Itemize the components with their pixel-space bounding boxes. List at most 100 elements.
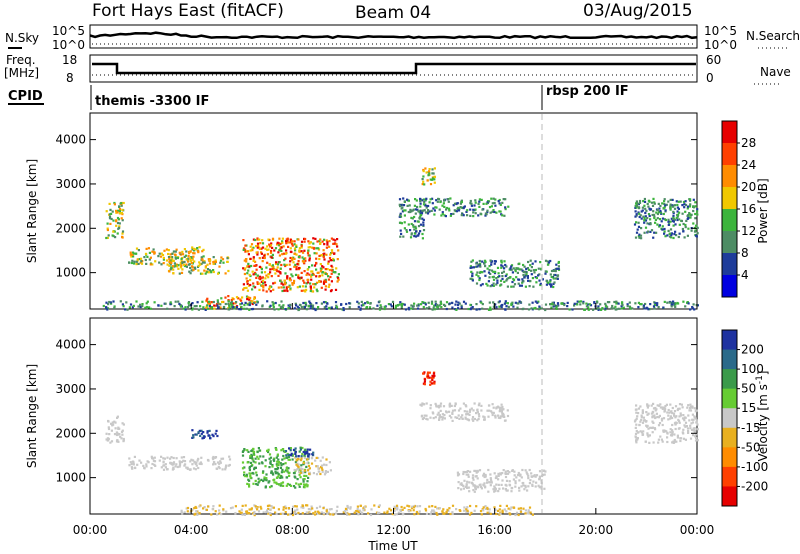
velocity-y-label: Slant Range [km] bbox=[25, 364, 39, 468]
scatter-cell bbox=[327, 511, 330, 514]
scatter-cell bbox=[274, 511, 277, 514]
scatter-cell bbox=[437, 305, 440, 308]
scatter-cell bbox=[504, 487, 507, 491]
scatter-cell bbox=[241, 296, 244, 299]
scatter-cell bbox=[680, 403, 683, 406]
scatter-cell bbox=[488, 268, 491, 272]
scatter-cell bbox=[427, 374, 430, 377]
scatter-cell bbox=[326, 268, 329, 271]
scatter-cell bbox=[222, 300, 225, 304]
scatter-cell bbox=[431, 202, 434, 205]
scatter-cell bbox=[320, 467, 323, 470]
scatter-cell bbox=[336, 280, 339, 283]
scatter-cell bbox=[466, 214, 469, 217]
scatter-cell bbox=[251, 457, 254, 460]
scatter-cell bbox=[424, 167, 427, 170]
scatter-cell bbox=[183, 248, 186, 251]
scatter-cell bbox=[250, 464, 253, 468]
scatter-cell bbox=[244, 301, 247, 304]
scatter-cell bbox=[238, 510, 241, 513]
scatter-cell bbox=[689, 407, 692, 410]
scatter-cell bbox=[266, 248, 269, 251]
scatter-cell bbox=[484, 214, 487, 217]
scatter-cell bbox=[492, 278, 496, 281]
scatter-cell bbox=[274, 470, 277, 473]
scatter-cell bbox=[345, 302, 348, 306]
scatter-cell bbox=[524, 486, 527, 489]
scatter-cell bbox=[462, 484, 465, 487]
scatter-cell bbox=[105, 432, 108, 435]
scatter-cell bbox=[285, 288, 288, 291]
scatter-cell bbox=[282, 304, 285, 307]
scatter-cell bbox=[661, 423, 664, 427]
scatter-cell bbox=[167, 249, 170, 252]
scatter-cell bbox=[479, 483, 482, 486]
scatter-cell bbox=[475, 475, 478, 478]
y-tick-label: 2000 bbox=[55, 221, 86, 235]
scatter-cell bbox=[257, 244, 260, 247]
scatter-cell bbox=[208, 304, 211, 308]
scatter-cell bbox=[143, 466, 146, 469]
scatter-cell bbox=[349, 507, 352, 510]
scatter-cell bbox=[118, 433, 121, 436]
scatter-cell bbox=[474, 488, 477, 491]
scatter-cell bbox=[121, 219, 124, 222]
scatter-cell bbox=[494, 489, 497, 492]
scatter-cell bbox=[230, 299, 233, 302]
scatter-cell bbox=[285, 242, 288, 245]
scatter-cell bbox=[666, 432, 669, 435]
scatter-cell bbox=[300, 506, 303, 509]
scatter-cell bbox=[492, 270, 495, 273]
scatter-cell bbox=[437, 197, 440, 200]
scatter-cell bbox=[491, 210, 494, 213]
colorbar-segment bbox=[722, 447, 737, 468]
scatter-cell bbox=[662, 207, 665, 210]
scatter-cell bbox=[647, 308, 650, 311]
scatter-cell bbox=[241, 504, 244, 507]
scatter-cell bbox=[520, 485, 523, 488]
scatter-cell bbox=[230, 300, 233, 303]
scatter-cell bbox=[694, 435, 697, 438]
scatter-cell bbox=[486, 209, 489, 212]
scatter-cell bbox=[557, 267, 560, 270]
scatter-cell bbox=[120, 217, 123, 220]
scatter-cell bbox=[510, 265, 513, 268]
scatter-cell bbox=[671, 301, 674, 304]
scatter-cell bbox=[489, 306, 492, 309]
scatter-cell bbox=[557, 260, 560, 264]
scatter-cell bbox=[216, 434, 219, 438]
scatter-cell bbox=[526, 512, 529, 515]
scatter-cell bbox=[189, 460, 192, 463]
scatter-cell bbox=[469, 409, 472, 412]
scatter-cell bbox=[478, 259, 481, 263]
scatter-cell bbox=[324, 301, 327, 304]
scatter-cell bbox=[459, 483, 462, 486]
scatter-cell bbox=[653, 213, 656, 216]
scatter-cell bbox=[272, 302, 275, 305]
scatter-cell bbox=[694, 205, 697, 208]
scatter-cell bbox=[596, 301, 599, 304]
scatter-cell bbox=[696, 210, 699, 213]
scatter-cell bbox=[259, 242, 262, 245]
scatter-cell bbox=[438, 415, 441, 418]
scatter-cell bbox=[228, 463, 231, 467]
scatter-cell bbox=[301, 260, 304, 263]
scatter-cell bbox=[268, 288, 271, 291]
scatter-cell bbox=[296, 464, 299, 467]
scatter-cell bbox=[399, 510, 403, 513]
scatter-cell bbox=[290, 454, 293, 457]
scatter-cell bbox=[460, 304, 463, 307]
scatter-cell bbox=[448, 405, 451, 408]
scatter-cell bbox=[267, 276, 270, 279]
scatter-cell bbox=[238, 308, 241, 311]
scatter-cell bbox=[652, 197, 655, 200]
scatter-cell bbox=[422, 198, 425, 201]
scatter-cell bbox=[205, 508, 208, 511]
scatter-cell bbox=[178, 272, 181, 275]
scatter-cell bbox=[622, 306, 625, 309]
scatter-cell bbox=[294, 263, 297, 266]
scatter-cell bbox=[519, 507, 522, 510]
scatter-cell bbox=[687, 217, 690, 220]
scatter-cell bbox=[261, 239, 264, 242]
scatter-cell bbox=[355, 509, 358, 513]
